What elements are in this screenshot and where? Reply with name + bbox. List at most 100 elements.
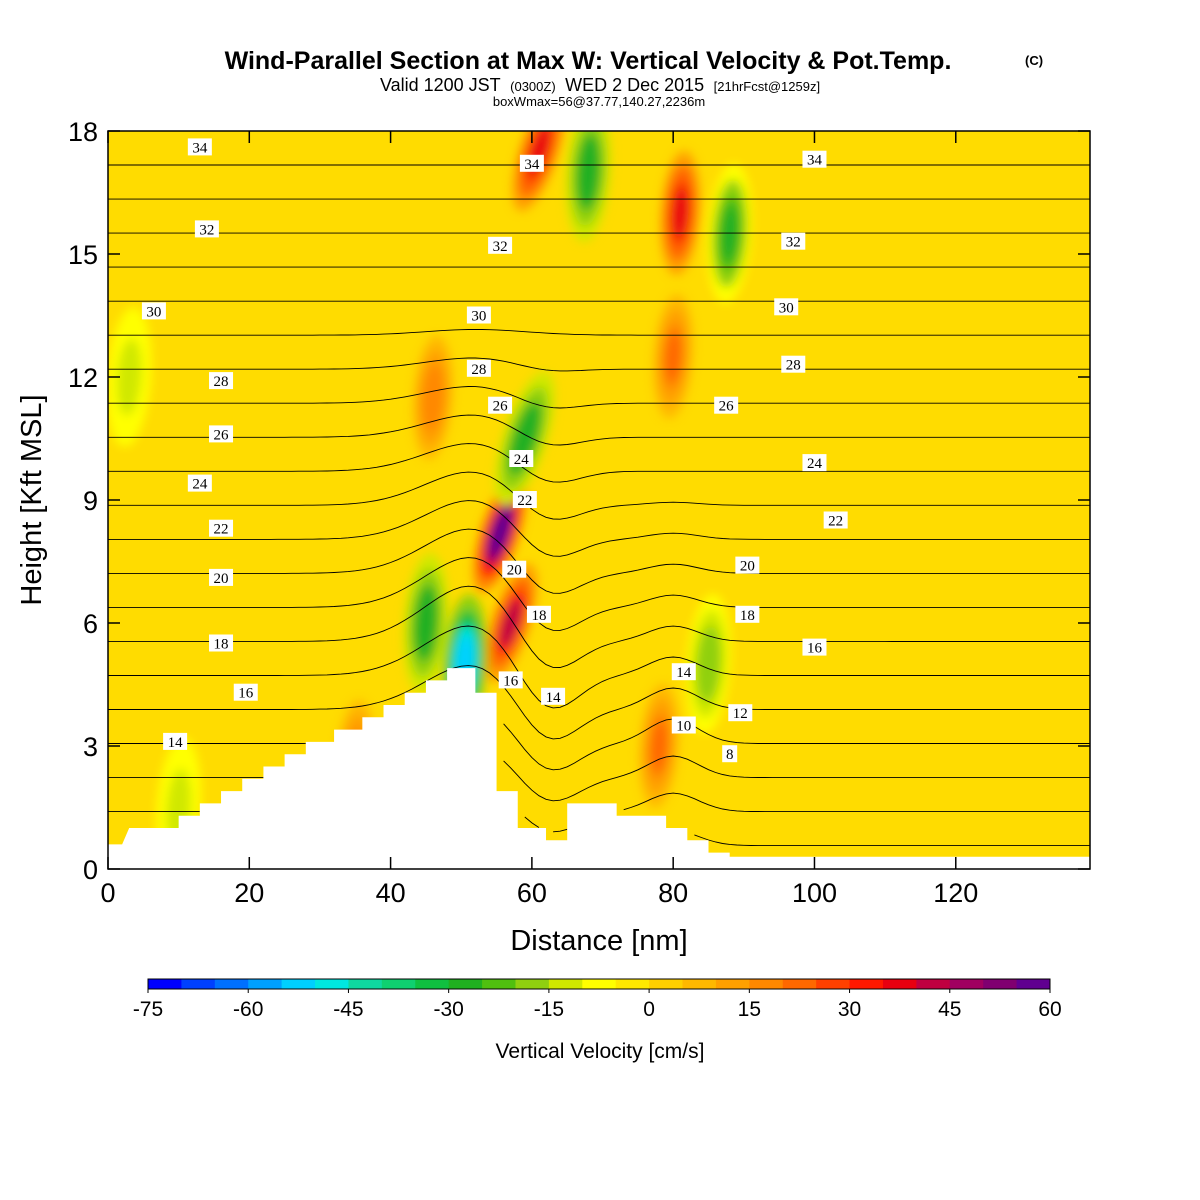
colorbar-swatch — [615, 979, 650, 989]
colorbar-tick-label: 45 — [938, 998, 961, 1021]
isentrope-line — [108, 471, 1090, 520]
y-tick-label: 18 — [68, 117, 98, 147]
contour-label-bg — [714, 396, 739, 414]
isentrope-line — [553, 828, 568, 833]
velocity-blobs — [108, 131, 753, 869]
contour-label: 22 — [214, 522, 229, 538]
colorbar-swatch — [649, 979, 684, 989]
colorbar-tick-label: 0 — [643, 998, 655, 1021]
contour-label-bg — [209, 634, 234, 652]
contour-label-bg — [722, 745, 738, 763]
colorbar-frame — [147, 978, 1051, 990]
colorbar-swatch — [749, 979, 784, 989]
isentrope-line — [108, 414, 1090, 446]
contour-label-bg — [187, 138, 212, 156]
contour-label: 14 — [676, 665, 692, 681]
colorbar-tick-label: -15 — [534, 998, 564, 1021]
contour-label-bg — [823, 511, 848, 529]
contour-label: 18 — [740, 608, 755, 624]
colorbar-swatch — [715, 979, 750, 989]
updraft-contour-band — [489, 508, 512, 558]
contour-label-bg — [512, 491, 537, 508]
colorbar-swatch — [348, 979, 383, 989]
contour-label: 32 — [493, 239, 508, 255]
y-tick-label: 12 — [68, 363, 98, 393]
field-background — [108, 131, 1090, 869]
contour-label: 8 — [726, 747, 734, 763]
contour-label-bg — [526, 605, 551, 623]
contour-label: 28 — [471, 362, 486, 378]
downdraft-contour-band — [579, 143, 598, 201]
downdraft-contour-band — [119, 348, 139, 406]
colorbar-swatch — [782, 979, 817, 989]
contour-label-bg — [209, 568, 234, 586]
contour-label-bg — [502, 560, 527, 578]
colorbar-tick-label: -45 — [333, 998, 363, 1021]
updraft-contour-band — [672, 187, 689, 239]
contour-label: 34 — [807, 153, 823, 169]
contour-labels: 34 34 34 32 32 32 30 30 30 28 28 28 26 26 26 24 24 24 22 22… — [141, 138, 848, 763]
contour-label: 14 — [168, 735, 184, 751]
isentrope-line — [108, 357, 1090, 372]
contour-label-bg — [209, 425, 234, 443]
contour-label: 24 — [514, 452, 530, 468]
isentrope-line — [108, 386, 1090, 409]
x-tick-label: 40 — [376, 878, 406, 908]
colorbar-swatch — [315, 979, 349, 989]
contour-label: 24 — [807, 456, 823, 472]
contour-label-bg — [802, 150, 827, 168]
contour-label-bg — [802, 454, 827, 472]
contour-label: 30 — [471, 309, 486, 325]
contour-label: 32 — [199, 222, 214, 238]
contour-label-bg — [209, 519, 234, 537]
subtitle-utc: (0300Z) — [510, 79, 556, 94]
colorbar: -75 -60 -45 -30 -15 0 15 30 45 60 — [133, 978, 1062, 1021]
colorbar-swatch — [816, 979, 851, 989]
contour-label-bg — [187, 474, 212, 492]
contour-label: 10 — [676, 719, 691, 735]
colorbar-tick-label: -30 — [433, 998, 463, 1021]
contour-label: 30 — [779, 300, 794, 316]
isentrope-line — [694, 834, 1090, 847]
isentrope-line — [108, 557, 1090, 631]
contour-label-bg — [671, 663, 696, 681]
x-tick-label: 20 — [234, 878, 264, 908]
contour-label: 16 — [807, 641, 823, 657]
isentrope-line — [503, 755, 1090, 802]
colorbar-swatch — [582, 979, 617, 989]
x-tick-label: 120 — [933, 878, 978, 908]
x-axis-label: Distance [nm] — [510, 925, 687, 957]
contour-label: 32 — [786, 235, 801, 251]
potential-temperature-contours — [108, 131, 1090, 847]
isentrope-line — [108, 328, 1090, 336]
isentrope-line — [108, 528, 1090, 594]
contour-label-bg — [781, 355, 806, 373]
updraft-contour-band — [424, 371, 442, 424]
isentrope-line — [623, 792, 1090, 813]
colorbar-swatch — [281, 979, 316, 989]
contour-label-bg — [194, 220, 219, 238]
contour-label: 22 — [517, 493, 532, 509]
contour-label-bg — [728, 704, 753, 722]
isentrope-line — [108, 500, 1090, 557]
y-tick-label: 9 — [83, 486, 98, 516]
terrain-mask — [108, 668, 1091, 870]
colorbar-swatch — [682, 979, 717, 989]
isentrope-line — [503, 718, 1090, 771]
colorbar-swatch — [248, 979, 283, 989]
updraft-contour-band — [650, 720, 668, 772]
contour-label-bg — [466, 306, 491, 324]
colorbar-tick-label: -60 — [233, 998, 263, 1021]
colorbar-swatch — [515, 979, 550, 989]
colorbar-swatch — [1016, 979, 1051, 989]
colorbar-tick-label: 30 — [838, 998, 861, 1021]
contour-label: 26 — [493, 399, 509, 415]
contour-label: 12 — [733, 706, 748, 722]
contour-label: 18 — [214, 637, 229, 653]
contour-label: 26 — [719, 399, 735, 415]
contour-label-bg — [671, 716, 696, 734]
colorbar-tick-label: -75 — [133, 998, 163, 1021]
contour-label: 18 — [531, 608, 546, 624]
contour-label: 20 — [740, 559, 755, 575]
